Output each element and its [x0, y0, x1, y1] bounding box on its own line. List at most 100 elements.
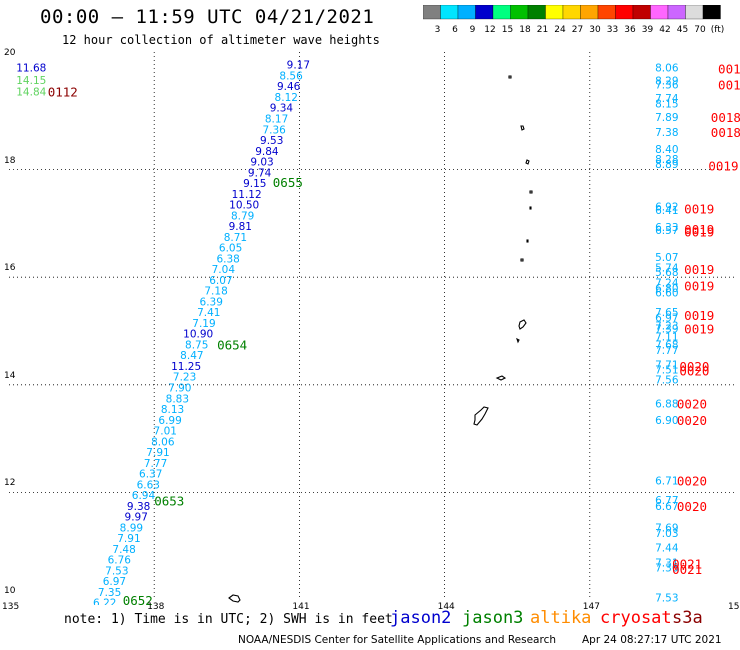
wave-height-value: 7.44 [655, 542, 679, 554]
wave-height-value: 14.15 [16, 75, 46, 87]
wave-height-value: 8.79 [231, 210, 254, 222]
wave-height-value: 9.74 [248, 167, 272, 179]
colorbar-swatch [702, 5, 721, 20]
island-outline [516, 337, 520, 344]
wave-height-value: 6.41 [655, 205, 678, 217]
wave-height-value: 7.65 [655, 307, 678, 319]
wave-height-value: 6.67 [655, 501, 678, 513]
wave-height-value: 9.17 [287, 60, 310, 72]
wave-height-value: 5.74 [655, 263, 679, 275]
wave-height-value: 9.38 [127, 501, 150, 513]
pass-time-label: 0021 [672, 562, 702, 577]
y-tick-label: 10 [4, 586, 16, 596]
wave-height-value: 7.04 [212, 264, 236, 276]
pass-time-label: 001 [718, 78, 740, 93]
wave-height-value: 6.99 [158, 415, 181, 427]
colorbar-label: 27 [572, 25, 583, 35]
wave-height-value: 8.13 [161, 404, 184, 416]
colorbar-label: 21 [537, 25, 548, 35]
wave-height-value: 7.74 [655, 93, 679, 105]
pass-time-label: 0020 [679, 363, 709, 378]
x-tick-label: 135 [2, 602, 20, 612]
legend-jason2: jason2 [390, 608, 452, 628]
wave-height-value: 7.24 [655, 278, 679, 290]
wave-height-value: 7.68 [655, 339, 678, 351]
pass-time-label: 0020 [679, 359, 709, 374]
wave-height-value: 7.23 [173, 372, 196, 384]
colorbar-label: (ft) [711, 25, 725, 35]
island-outline [520, 125, 525, 131]
wave-height-value: 10.50 [229, 200, 259, 212]
island-outline [508, 75, 512, 79]
wave-height-value: 6.39 [200, 296, 223, 308]
wave-height-value: 8.40 [655, 144, 678, 156]
credit-line: NOAA/NESDIS Center for Satellite Applica… [238, 634, 556, 646]
legend-s3a: s3a [672, 608, 703, 628]
wave-height-value: 8.75 [185, 339, 208, 351]
colorbar-label: 39 [642, 25, 654, 35]
island-outline [525, 159, 530, 165]
pass-time-label: 0020 [677, 397, 707, 412]
wave-height-value: 9.97 [125, 512, 148, 524]
map-subtitle: 12 hour collection of altimeter wave hei… [62, 33, 380, 47]
wave-height-value: 6.94 [132, 490, 156, 502]
colorbar-label: 15 [502, 25, 513, 35]
wave-height-value: 7.39 [655, 323, 678, 335]
wave-height-value: 6.90 [655, 415, 678, 427]
wave-height-value: 8.12 [275, 92, 298, 104]
wave-height-value: 6.38 [216, 253, 239, 265]
wave-height-value: 5.07 [655, 252, 678, 264]
wave-height-value: 6.97 [103, 576, 126, 588]
wave-height-value: 6.77 [655, 495, 678, 507]
wave-height-colorbar: 3 6 9 12 15 18 21 24 27 30 33 36 39 42 45 70 (ft) [423, 5, 725, 35]
x-tick-label: 138 [147, 602, 165, 612]
wave-height-value: 7.36 [655, 563, 679, 575]
pass-time-label: 0019 [684, 308, 714, 323]
wave-height-value: 7.77 [655, 345, 678, 357]
x-tick-label: 150 [728, 602, 740, 612]
pass-time-label: 0020 [677, 499, 707, 514]
pass-time-label: 0019 [684, 201, 714, 216]
wave-height-map: 11.6814.1514.849.178.569.468.129.348.177… [9, 52, 740, 605]
wave-height-value: 7.35 [98, 587, 121, 599]
generated-timestamp: Apr 24 08:27:17 UTC 2021 [582, 634, 722, 646]
pass-time-label: 0019 [708, 158, 738, 173]
wave-height-value: 9.34 [270, 103, 294, 115]
wave-height-value: 9.84 [255, 146, 279, 158]
wave-height-value: 6.92 [655, 202, 678, 214]
pass-time-label: 0654 [217, 337, 247, 352]
wave-height-value: 8.29 [655, 75, 678, 87]
wave-height-value: 8.28 [655, 154, 678, 166]
wave-height-value: 5.68 [655, 267, 678, 279]
wave-height-value: 6.33 [655, 222, 678, 234]
pass-time-label: 0021 [672, 556, 702, 571]
wave-height-value: 8.06 [151, 436, 175, 448]
wave-height-value: 6.07 [209, 275, 232, 287]
wave-height-value: 6.76 [108, 555, 132, 567]
island-outline [520, 258, 524, 262]
wave-height-value: 11.25 [171, 361, 201, 373]
wave-height-value: 6.05 [219, 243, 242, 255]
wave-height-value: 14.84 [16, 87, 46, 99]
colorbar-label: 9 [470, 25, 476, 35]
pass-time-label: 0019 [684, 262, 714, 277]
wave-height-value: 7.77 [144, 458, 167, 470]
wave-height-value: 7.91 [146, 447, 169, 459]
wave-height-value: 7.53 [655, 592, 678, 604]
island-outline [228, 594, 241, 603]
colorbar-label: 36 [624, 25, 636, 35]
wave-height-value: 6.88 [655, 399, 678, 411]
pass-time-label: 0019 [684, 278, 714, 293]
wave-height-value: 7.11 [655, 331, 678, 343]
wave-height-value: 6.63 [137, 479, 160, 491]
pass-time-label: 0652 [123, 593, 153, 605]
wave-height-value: 8.83 [166, 393, 189, 405]
wave-height-value: 7.51 [655, 365, 678, 377]
colorbar-label: 3 [435, 25, 441, 35]
island-outline [526, 239, 529, 243]
wave-height-value: 7.89 [655, 112, 678, 124]
y-tick-label: 14 [4, 370, 16, 381]
pass-time-label: 0018 [711, 125, 740, 140]
pass-time-label: 0020 [677, 413, 707, 428]
island-outline [518, 319, 527, 330]
